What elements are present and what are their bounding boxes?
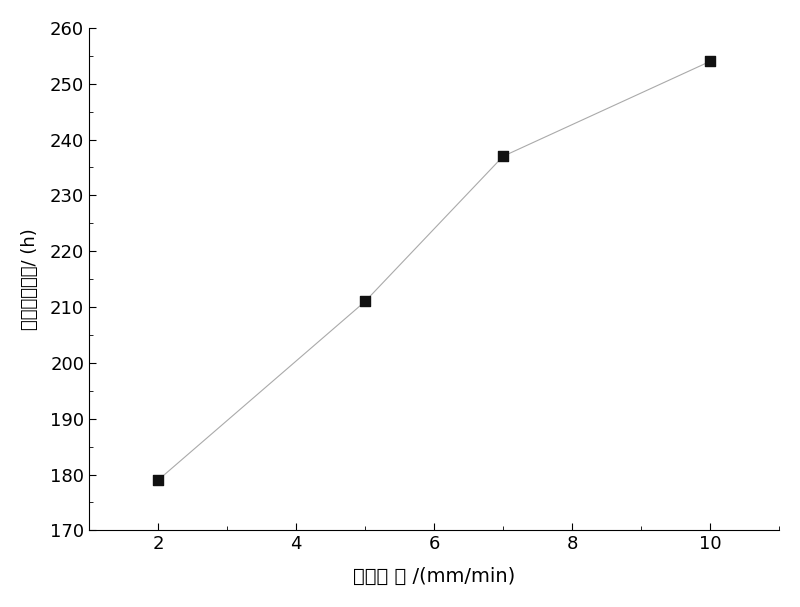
Point [152,475,165,485]
X-axis label: 拉晶速 率 /(mm/min): 拉晶速 率 /(mm/min) [353,567,515,586]
Point [704,56,717,66]
Point [358,297,371,307]
Point [497,151,510,161]
Y-axis label: 高温持久寿命/ (h): 高温持久寿命/ (h) [21,228,39,330]
